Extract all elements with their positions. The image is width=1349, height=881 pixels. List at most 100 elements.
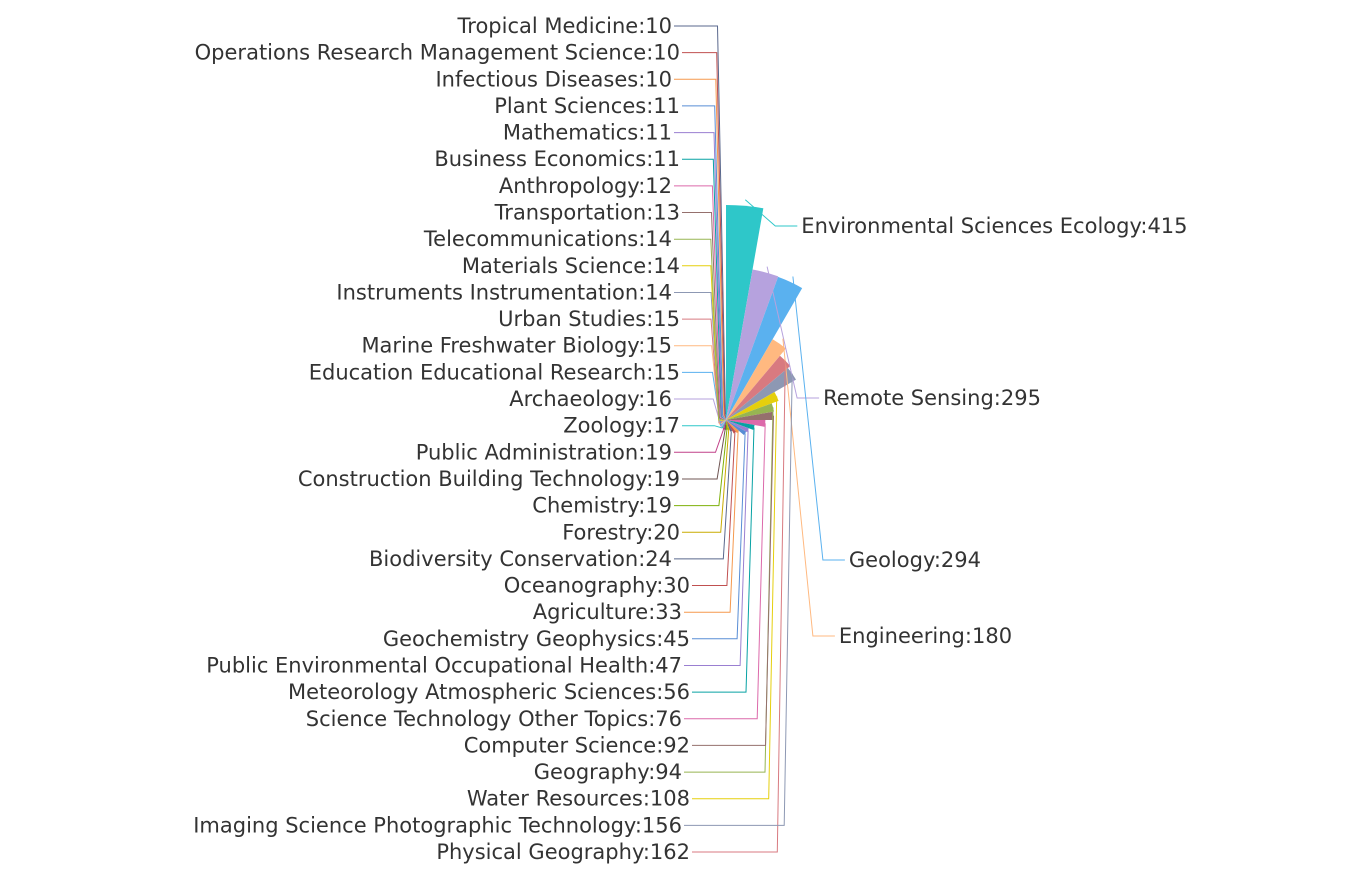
label-materials-science: Materials Science:14 xyxy=(462,254,680,278)
label-environmental-sciences-ecology: Environmental Sciences Ecology:415 xyxy=(801,214,1187,238)
labels-group: Environmental Sciences Ecology:415 Remote… xyxy=(193,14,1187,864)
slice-instruments-instrumentation[interactable] xyxy=(718,420,726,423)
slice-computer-science[interactable] xyxy=(726,411,774,420)
slice-forestry[interactable] xyxy=(726,420,730,431)
leader-marine-freshwater-biology xyxy=(674,345,721,425)
leader-mathematics xyxy=(674,132,723,417)
slice-science-technology-other-topics[interactable] xyxy=(726,420,766,427)
leader-chemistry xyxy=(674,429,728,507)
label-physical-geography: Physical Geography:162 xyxy=(436,840,690,864)
slice-archaeology[interactable] xyxy=(720,420,726,428)
slice-geology[interactable] xyxy=(726,276,803,420)
label-telecommunications: Telecommunications:14 xyxy=(423,227,672,251)
slice-biodiversity-conservation[interactable] xyxy=(726,420,733,432)
label-computer-science: Computer Science:92 xyxy=(464,733,690,757)
leader-tropical-medicine xyxy=(674,25,726,415)
label-biodiversity-conservation: Biodiversity Conservation:24 xyxy=(369,547,672,571)
slice-oceanography[interactable] xyxy=(726,420,736,434)
label-public-administration: Public Administration:19 xyxy=(416,440,672,464)
slice-transportation[interactable] xyxy=(719,417,726,420)
slice-geography[interactable] xyxy=(726,403,774,420)
leader-meteorology-atmospheric-sciences xyxy=(692,427,755,693)
label-remote-sensing: Remote Sensing:295 xyxy=(823,386,1041,410)
label-meteorology-atmospheric-sciences: Meteorology Atmospheric Sciences:56 xyxy=(288,680,690,704)
label-anthropology: Anthropology:12 xyxy=(499,174,672,198)
slice-operations-research-management-science[interactable] xyxy=(724,414,726,420)
label-oceanography: Oceanography:30 xyxy=(504,574,690,598)
slice-telecommunications[interactable] xyxy=(718,418,726,420)
leader-engineering xyxy=(782,338,835,637)
label-infectious-diseases: Infectious Diseases:10 xyxy=(435,67,672,91)
slice-anthropology[interactable] xyxy=(720,416,726,420)
label-geology: Geology:294 xyxy=(849,548,981,572)
slice-public-environmental-occupational-health[interactable] xyxy=(726,420,749,433)
label-operations-research-management-science: Operations Research Management Science:1… xyxy=(195,41,680,65)
label-education-educational-research: Education Educational Research:15 xyxy=(309,360,680,384)
leader-construction-building-technology xyxy=(682,429,726,480)
slice-construction-building-technology[interactable] xyxy=(724,420,726,430)
slice-zoology[interactable] xyxy=(721,420,726,429)
label-geography: Geography:94 xyxy=(534,760,682,784)
label-zoology: Zoology:17 xyxy=(563,414,680,438)
leader-computer-science xyxy=(692,415,774,746)
slice-tropical-medicine[interactable] xyxy=(725,414,726,420)
slice-water-resources[interactable] xyxy=(726,392,779,420)
leader-physical-geography xyxy=(692,360,786,853)
slice-education-educational-research[interactable] xyxy=(720,420,726,426)
leader-anthropology xyxy=(674,185,721,418)
label-business-economics: Business Economics:11 xyxy=(434,147,680,171)
leader-business-economics xyxy=(682,158,722,417)
slice-geochemistry-geophysics[interactable] xyxy=(726,420,747,435)
label-water-resources: Water Resources:108 xyxy=(467,787,690,811)
slice-engineering[interactable] xyxy=(726,339,786,420)
leader-science-technology-other-topics xyxy=(684,423,766,720)
leader-instruments-instrumentation xyxy=(674,292,720,422)
slice-infectious-diseases[interactable] xyxy=(723,415,726,420)
label-public-environmental-occupational-health: Public Environmental Occupational Health… xyxy=(206,654,682,678)
label-science-technology-other-topics: Science Technology Other Topics:76 xyxy=(306,707,682,731)
leader-agriculture xyxy=(684,432,739,613)
slice-physical-geography[interactable] xyxy=(726,355,791,420)
leader-archaeology xyxy=(674,398,722,427)
label-imaging-science-photographic-technology: Imaging Science Photographic Technology:… xyxy=(193,813,682,837)
slice-meteorology-atmospheric-sciences[interactable] xyxy=(726,420,755,430)
slices-group xyxy=(718,205,803,435)
leader-transportation xyxy=(682,212,720,419)
slice-chemistry[interactable] xyxy=(726,420,728,430)
slice-remote-sensing[interactable] xyxy=(726,269,779,420)
slice-imaging-science-photographic-technology[interactable] xyxy=(726,368,796,420)
leader-oceanography xyxy=(692,432,736,586)
slice-mathematics[interactable] xyxy=(721,415,726,420)
label-archaeology: Archaeology:16 xyxy=(509,387,672,411)
leader-geography xyxy=(684,407,774,773)
label-forestry: Forestry:20 xyxy=(562,520,680,544)
label-chemistry: Chemistry:19 xyxy=(532,494,672,518)
slice-plant-sciences[interactable] xyxy=(722,415,726,420)
label-urban-studies: Urban Studies:15 xyxy=(498,307,680,331)
leader-public-administration xyxy=(674,429,724,453)
label-mathematics: Mathematics:11 xyxy=(503,121,672,145)
label-tropical-medicine: Tropical Medicine:10 xyxy=(457,14,672,38)
leader-public-environmental-occupational-health xyxy=(684,430,749,666)
label-engineering: Engineering:180 xyxy=(839,624,1012,648)
leader-biodiversity-conservation xyxy=(674,431,732,560)
label-geochemistry-geophysics: Geochemistry Geophysics:45 xyxy=(383,627,690,651)
leader-forestry xyxy=(682,429,730,533)
leader-plant-sciences xyxy=(682,105,724,416)
slice-environmental-sciences-ecology[interactable] xyxy=(726,205,764,420)
leader-operations-research-management-science xyxy=(682,52,726,416)
label-agriculture: Agriculture:33 xyxy=(533,600,682,624)
slice-agriculture[interactable] xyxy=(726,420,740,434)
slice-materials-science[interactable] xyxy=(718,420,726,422)
leader-environmental-sciences-ecology xyxy=(744,199,798,227)
label-transportation: Transportation:13 xyxy=(494,201,680,225)
leader-remote-sensing xyxy=(766,266,820,399)
slice-public-administration[interactable] xyxy=(722,420,726,430)
leader-imaging-science-photographic-technology xyxy=(684,373,793,826)
leader-water-resources xyxy=(692,396,778,800)
label-plant-sciences: Plant Sciences:11 xyxy=(494,94,680,118)
slice-marine-freshwater-biology[interactable] xyxy=(719,420,726,425)
slice-business-economics[interactable] xyxy=(721,416,726,420)
